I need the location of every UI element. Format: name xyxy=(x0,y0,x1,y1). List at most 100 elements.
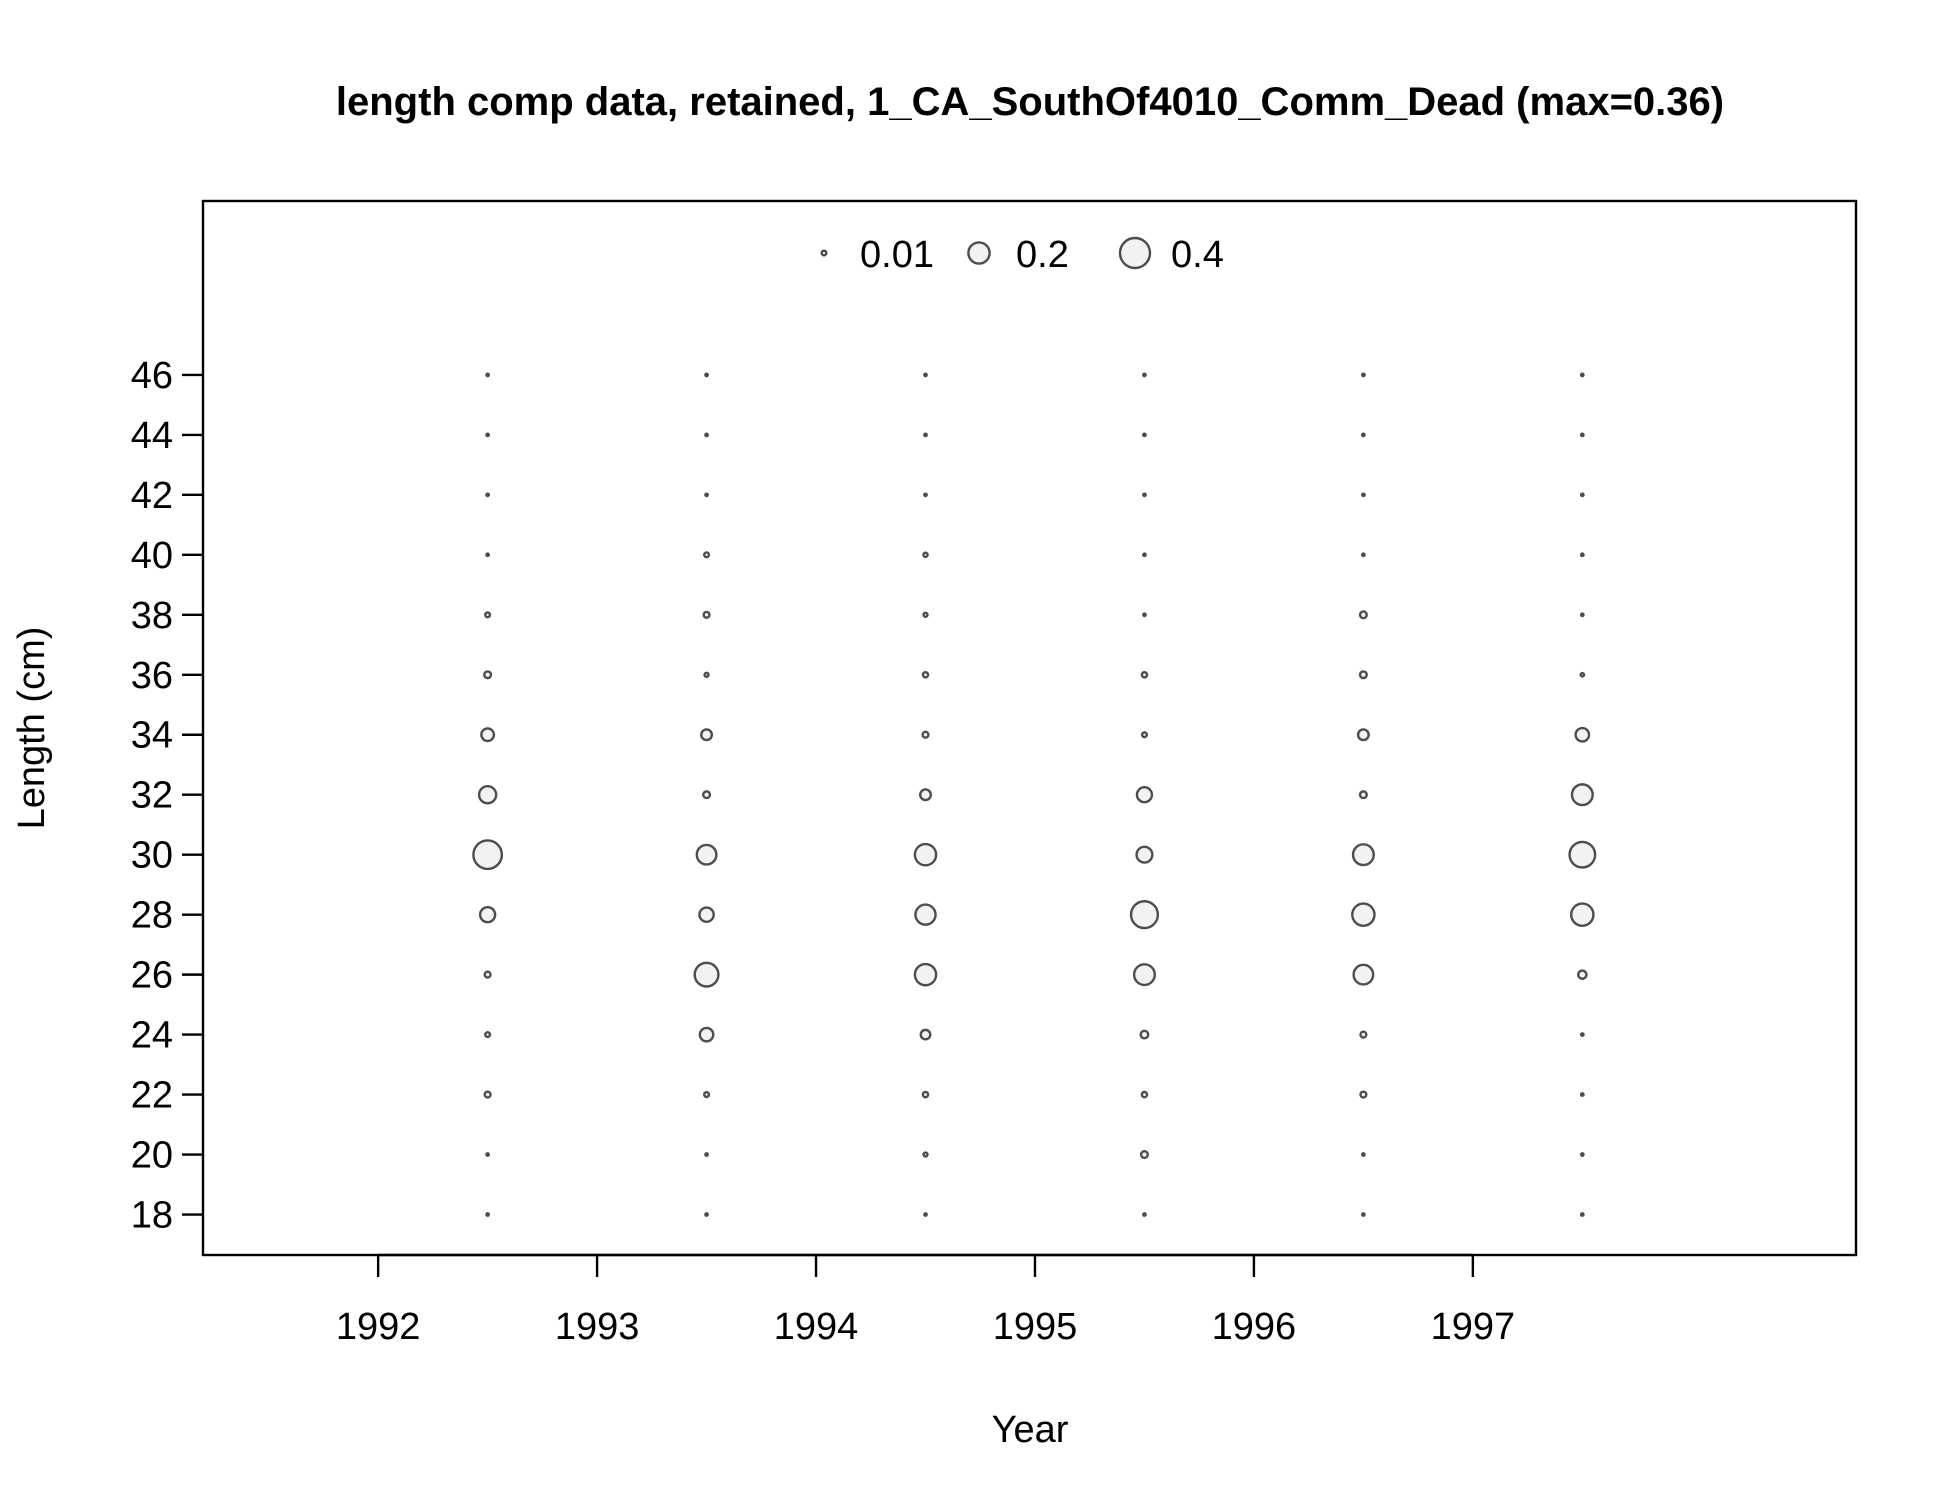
x-axis: 1992 1993 1994 1995 1996 1997 xyxy=(336,1253,1516,1348)
bubble-point xyxy=(1140,731,1149,739)
bubble-point xyxy=(472,839,504,871)
bubble-point xyxy=(1359,1090,1368,1099)
bubble-point xyxy=(914,903,937,926)
bubble-point xyxy=(1568,840,1597,869)
bubble-point xyxy=(1579,671,1586,678)
y-tick-label: 28 xyxy=(131,895,173,937)
bubble-point xyxy=(480,727,496,743)
bubble-point xyxy=(1579,372,1585,378)
bubble-point xyxy=(922,551,929,559)
y-tick-label: 36 xyxy=(131,655,173,697)
bubble-point xyxy=(1139,1029,1150,1040)
legend: 0.01 0.2 0.4 xyxy=(820,234,1224,276)
x-tick-label: 1992 xyxy=(336,1306,421,1348)
bubble-point xyxy=(1570,783,1594,807)
legend-bubble xyxy=(1118,236,1152,270)
bubble-point xyxy=(1358,790,1368,800)
bubble-point xyxy=(923,432,928,438)
bubble-point xyxy=(703,671,710,678)
bubble-point xyxy=(913,842,938,867)
bubble-point xyxy=(1360,432,1366,438)
bubble-point xyxy=(702,1091,711,1099)
y-tick-label: 20 xyxy=(131,1135,173,1177)
bubble-point xyxy=(1579,552,1585,558)
bubble-point xyxy=(704,1212,709,1217)
x-tick-label: 1995 xyxy=(993,1306,1078,1348)
bubble-point xyxy=(923,1212,928,1217)
bubble-point xyxy=(1129,900,1160,930)
bubble-point xyxy=(1570,902,1595,927)
bubble-point xyxy=(485,1212,491,1217)
y-tick-label: 30 xyxy=(131,835,173,877)
bubble-point xyxy=(1360,1212,1366,1217)
y-axis: 18 20 22 24 26 28 30 32 34 36 38 40 42 44 46 xyxy=(131,355,203,1237)
bubble-point xyxy=(485,492,491,498)
bubble-point xyxy=(1352,963,1375,986)
x-axis-label: Year xyxy=(992,1409,1069,1451)
bubble-point xyxy=(477,784,498,805)
bubble-point xyxy=(1579,492,1585,498)
bubble-point xyxy=(704,432,709,438)
y-tick-label: 44 xyxy=(131,415,173,457)
bubble-point xyxy=(1139,1149,1149,1160)
y-tick-label: 34 xyxy=(131,715,173,757)
plot-area-border xyxy=(201,199,1858,1257)
y-tick-label: 40 xyxy=(131,535,173,577)
bubble-point xyxy=(1579,1212,1585,1217)
bubble-point xyxy=(484,611,492,619)
x-tick-label: 1997 xyxy=(1431,1306,1516,1348)
bubble-point xyxy=(700,728,714,742)
bubble-point xyxy=(704,372,709,378)
bubble-point xyxy=(1359,1030,1368,1039)
bubble-point xyxy=(1142,612,1147,618)
bubble-point xyxy=(1142,492,1147,498)
bubble-point xyxy=(921,1090,930,1099)
bubble-point xyxy=(1135,845,1154,864)
chart-title: length comp data, retained, 1_CA_SouthOf… xyxy=(336,80,1724,124)
legend-label: 0.4 xyxy=(1171,234,1224,276)
bubble-point xyxy=(1358,670,1368,680)
bubble-point xyxy=(913,962,938,987)
legend-bubble xyxy=(967,241,991,265)
bubble-marks xyxy=(472,372,1597,1217)
bubble-point xyxy=(1132,963,1156,987)
bubble-point xyxy=(1142,432,1147,438)
y-tick-label: 42 xyxy=(131,475,173,517)
bubble-point xyxy=(1577,969,1588,980)
bubble-point xyxy=(702,610,711,619)
bubble-point xyxy=(1579,1032,1585,1038)
bubble-point xyxy=(1360,492,1366,498)
y-tick-label: 18 xyxy=(131,1195,173,1237)
bubble-point xyxy=(704,492,709,498)
bubble-point xyxy=(483,670,493,680)
bubble-point xyxy=(1360,372,1366,378)
bubble-point xyxy=(1140,1090,1149,1099)
bubble-point xyxy=(1356,728,1370,742)
y-tick-label: 38 xyxy=(131,595,173,637)
bubble-point xyxy=(919,788,933,802)
bubble-point xyxy=(1579,612,1585,618)
bubble-point xyxy=(1351,843,1375,867)
legend-label: 0.01 xyxy=(860,234,934,276)
bubble-point xyxy=(693,961,720,988)
y-tick-label: 24 xyxy=(131,1015,173,1057)
bubble-point xyxy=(702,551,711,559)
bubble-point xyxy=(921,730,930,739)
bubble-point xyxy=(1579,1092,1585,1097)
bubble-point xyxy=(923,492,928,498)
bubble-point xyxy=(698,1026,715,1043)
bubble-point xyxy=(698,906,715,923)
bubble-point xyxy=(922,1151,929,1158)
bubble-point xyxy=(1574,726,1591,743)
bubble-point xyxy=(1351,902,1376,927)
bubble-point xyxy=(484,1031,492,1039)
y-axis-label: Length (cm) xyxy=(11,627,53,830)
bubble-point xyxy=(695,843,718,866)
y-tick-label: 46 xyxy=(131,355,173,397)
legend-bubble xyxy=(820,249,828,257)
y-tick-label: 32 xyxy=(131,775,173,817)
x-tick-label: 1994 xyxy=(774,1306,859,1348)
bubble-point xyxy=(919,1028,932,1041)
bubble-point xyxy=(485,552,491,558)
